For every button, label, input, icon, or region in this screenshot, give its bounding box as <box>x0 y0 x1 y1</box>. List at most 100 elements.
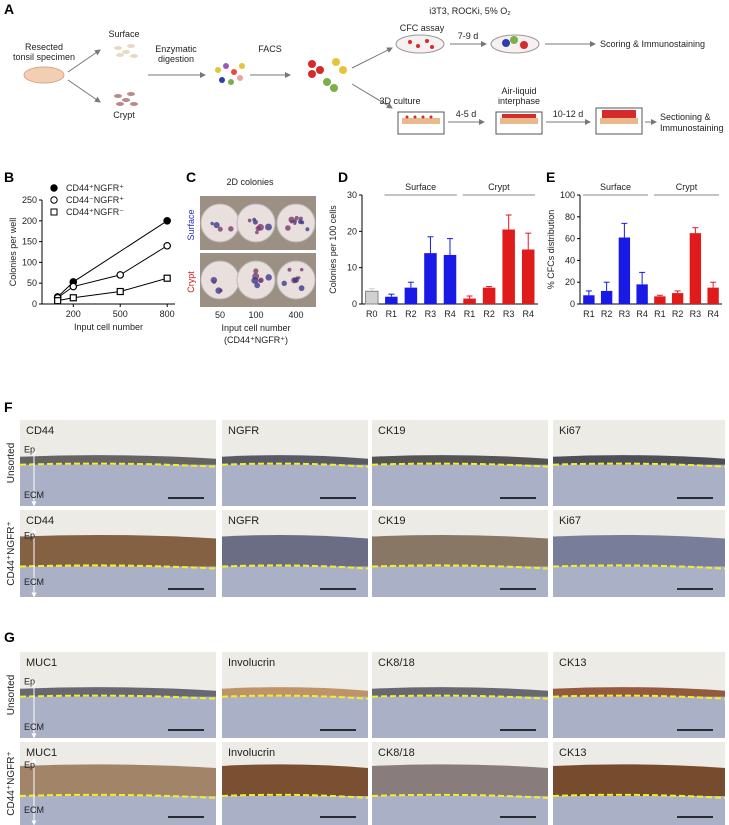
sorted-cells <box>308 58 347 92</box>
boundary <box>371 694 549 700</box>
legend-label: CD44⁺NGFR⁻ <box>66 207 124 217</box>
epithelium <box>372 687 548 697</box>
label: Scoring & Immunostaining <box>600 39 705 49</box>
plates <box>200 196 316 307</box>
point <box>163 274 171 282</box>
label: digestion <box>158 54 194 64</box>
colony <box>281 280 287 287</box>
legend-label: CD44⁺NGFR⁺ <box>66 183 124 193</box>
x-tick-label: R4 <box>444 309 456 319</box>
label: i3T3, ROCKi, 5% O₂ <box>429 6 511 16</box>
colony <box>287 267 292 272</box>
row-label: Crypt <box>186 271 196 293</box>
x-tick-label: R2 <box>601 309 613 319</box>
bar <box>654 296 666 304</box>
ecm <box>372 464 548 506</box>
tissue-icon <box>23 66 65 84</box>
transwell <box>595 107 643 135</box>
series-line <box>57 245 168 299</box>
y-tick-label: 30 <box>347 190 357 200</box>
label: Resected <box>25 42 63 52</box>
row-label: Surface <box>186 209 196 240</box>
ecm <box>222 795 368 825</box>
epithelium <box>372 764 548 796</box>
panel-label: G <box>4 629 15 645</box>
colony <box>252 217 256 222</box>
boundary <box>371 564 549 570</box>
crypt-cells <box>114 92 138 106</box>
surface-cells <box>114 44 138 58</box>
boundary <box>19 694 217 700</box>
label: tonsil specimen <box>13 52 75 62</box>
bar <box>463 298 476 304</box>
epithelium <box>553 455 725 465</box>
layer-label: Ep <box>24 445 35 455</box>
dish <box>200 203 240 243</box>
colony <box>213 222 220 229</box>
ecm <box>222 696 368 738</box>
x-tick-label: R3 <box>690 309 702 319</box>
ecm <box>20 696 216 738</box>
column-label: 400 <box>288 310 303 320</box>
y-tick-label: 0 <box>570 299 575 309</box>
arrow <box>67 49 101 73</box>
boundary <box>221 462 369 468</box>
ecm <box>553 795 725 825</box>
digested-cells <box>215 63 245 85</box>
x-tick-label: R1 <box>583 309 595 319</box>
schematic <box>23 34 657 135</box>
epithelium <box>372 455 548 465</box>
epithelium <box>553 764 725 796</box>
layer-label: Ep <box>24 531 35 541</box>
x-tick-label: 200 <box>66 309 81 319</box>
x-tick-label: R3 <box>425 309 437 319</box>
bar <box>583 295 595 304</box>
y-tick-label: 150 <box>22 237 37 247</box>
dish <box>490 34 540 54</box>
group-label: Crypt <box>676 182 698 192</box>
bar <box>502 229 515 304</box>
colony <box>299 267 304 272</box>
label: Surface <box>108 29 139 39</box>
y-tick-label: 10 <box>347 263 357 273</box>
point <box>163 241 171 250</box>
stain-label: Involucrin <box>228 747 275 759</box>
bar <box>482 287 496 304</box>
bar <box>707 287 719 304</box>
transwell <box>397 111 445 135</box>
stain-label: CD44 <box>26 425 54 437</box>
boundary <box>371 793 549 799</box>
y-tick-label: 0 <box>352 299 357 309</box>
point <box>163 217 171 225</box>
epithelium <box>372 534 548 567</box>
colony <box>293 221 297 225</box>
x-tick-label: 500 <box>113 309 128 319</box>
panel-title: 2D colonies <box>226 177 274 187</box>
y-axis-label: % CFCs distribution <box>546 210 556 290</box>
colonies <box>502 36 528 49</box>
bar <box>671 293 684 304</box>
legend-marker <box>50 196 58 204</box>
epithelium <box>222 764 368 796</box>
y-axis-label: Colonies per well <box>8 218 18 287</box>
epithelium <box>20 455 216 465</box>
point <box>116 287 124 296</box>
colony <box>247 218 252 223</box>
boundary <box>221 694 369 700</box>
epithelium <box>553 534 725 567</box>
y-tick-label: 0 <box>32 299 37 309</box>
colony <box>251 276 259 284</box>
label: 10-12 d <box>553 109 584 119</box>
colony <box>217 226 223 232</box>
label: interphase <box>498 96 540 106</box>
label: 3D culture <box>379 96 420 106</box>
y-tick-label: 60 <box>565 234 575 244</box>
bar <box>385 296 398 304</box>
epithelium <box>222 455 368 465</box>
layer-label: ECM <box>24 577 44 587</box>
x-axis-label: Input cell number <box>74 322 143 332</box>
ecm <box>372 795 548 825</box>
stain-label: NGFR <box>228 425 259 437</box>
colony <box>297 219 303 225</box>
